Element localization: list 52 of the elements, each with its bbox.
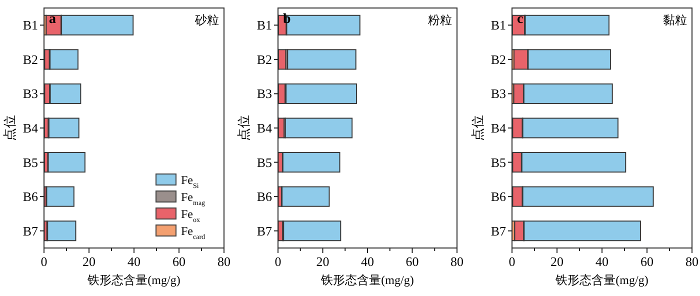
x-tick-label: 0 — [40, 254, 48, 269]
chart-title: 粉粒 — [428, 13, 452, 27]
y-tick-label: B4 — [490, 120, 506, 136]
y-tick-label: B6 — [22, 189, 38, 204]
y-tick-label: B5 — [22, 154, 38, 170]
y-axis-title: 点位 — [2, 115, 17, 141]
x-tick-label: 20 — [550, 254, 564, 269]
x-tick-label: 80 — [218, 254, 230, 269]
x-tick-label: 60 — [406, 254, 419, 269]
y-tick-label: B7 — [256, 223, 272, 238]
y-tick-label: B3 — [22, 86, 38, 102]
legend-label: Fe$_{Si}$ — [181, 173, 199, 190]
y-tick-label: B2 — [256, 52, 272, 67]
x-tick-label: 40 — [361, 254, 374, 269]
annotation: c — [517, 12, 524, 27]
annotation: b — [283, 12, 291, 27]
y-axis-title: 点位 — [470, 115, 485, 141]
legend-label: Fe$_{mag}$ — [181, 190, 206, 207]
x-axis-title: 铁形态含量(mg/g) — [554, 273, 648, 287]
legend-label: Fe$_{ox}$ — [181, 207, 200, 224]
y-tick-label: B7 — [490, 223, 506, 238]
x-tick-label: 20 — [82, 254, 96, 269]
y-tick-label: B2 — [490, 52, 506, 67]
x-axis-title: 铁形态含量(mg/g) — [86, 273, 180, 287]
y-axis-title: 点位 — [236, 115, 251, 141]
chart-title: 砂粒 — [194, 13, 219, 27]
y-tick-label: B1 — [256, 18, 272, 33]
x-tick-label: 60 — [172, 254, 186, 269]
x-tick-label: 80 — [450, 254, 464, 269]
x-axis-title: 铁形态含量(mg/g) — [320, 273, 414, 287]
y-tick-label: B6 — [256, 189, 272, 204]
annotation: a — [49, 12, 56, 27]
y-tick-label: B3 — [490, 86, 506, 102]
x-tick-label: 20 — [316, 254, 330, 269]
x-tick-label: 60 — [640, 254, 654, 269]
y-tick-label: B5 — [256, 154, 272, 170]
y-tick-label: B3 — [256, 86, 272, 102]
x-tick-label: 40 — [128, 254, 140, 269]
y-tick-label: B4 — [256, 120, 272, 136]
y-tick-label: B4 — [22, 120, 38, 136]
x-tick-label: 0 — [508, 254, 516, 269]
y-tick-label: B2 — [22, 52, 38, 67]
chart-title: 黏粒 — [663, 13, 687, 27]
x-tick-label: 0 — [274, 254, 282, 269]
y-tick-label: B7 — [22, 223, 38, 238]
y-tick-label: B6 — [490, 189, 506, 204]
x-tick-label: 40 — [596, 254, 608, 269]
y-tick-label: B1 — [22, 18, 38, 33]
y-tick-label: B5 — [490, 154, 506, 170]
x-tick-label: 80 — [686, 254, 698, 269]
y-tick-label: B1 — [490, 18, 506, 33]
legend-label: Fe$_{card}$ — [181, 224, 206, 241]
